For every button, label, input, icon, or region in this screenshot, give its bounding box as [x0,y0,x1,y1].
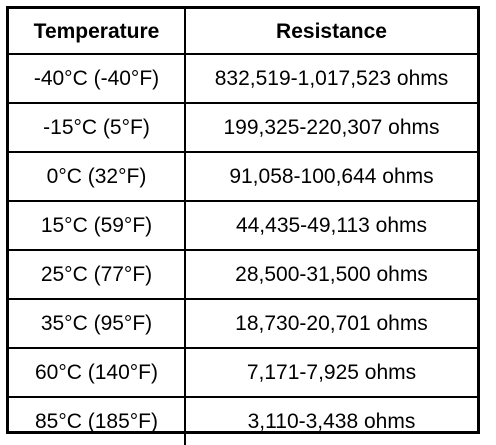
table-row: 60°C (140°F) 7,171-7,925 ohms [9,347,477,398]
table-row: 0°C (32°F) 91,058-100,644 ohms [9,151,477,202]
table-row: -15°C (5°F) 199,325-220,307 ohms [9,102,477,153]
header-temperature: Temperature [9,9,186,55]
table-row: 25°C (77°F) 28,500-31,500 ohms [9,249,477,300]
temperature-resistance-table: Temperature Resistance -40°C (-40°F) 832… [6,6,480,445]
data-table: Temperature Resistance -40°C (-40°F) 832… [9,9,477,445]
resistance-cell: 28,500-31,500 ohms [184,249,477,300]
header-row: Temperature Resistance [9,9,477,55]
resistance-cell: 3,110-3,438 ohms [184,396,477,445]
temperature-cell: 25°C (77°F) [9,249,186,300]
resistance-cell: 199,325-220,307 ohms [184,102,477,153]
header-resistance: Resistance [184,9,477,55]
table-row: 85°C (185°F) 3,110-3,438 ohms [9,396,477,445]
temperature-cell: 85°C (185°F) [9,396,186,445]
temperature-cell: 15°C (59°F) [9,200,186,251]
resistance-cell: 44,435-49,113 ohms [184,200,477,251]
resistance-cell: 91,058-100,644 ohms [184,151,477,202]
resistance-cell: 18,730-20,701 ohms [184,298,477,349]
temperature-cell: 0°C (32°F) [9,151,186,202]
table-row: -40°C (-40°F) 832,519-1,017,523 ohms [9,53,477,104]
resistance-cell: 832,519-1,017,523 ohms [184,53,477,104]
temperature-cell: -40°C (-40°F) [9,53,186,104]
table-row: 35°C (95°F) 18,730-20,701 ohms [9,298,477,349]
resistance-cell: 7,171-7,925 ohms [184,347,477,398]
temperature-cell: -15°C (5°F) [9,102,186,153]
temperature-cell: 35°C (95°F) [9,298,186,349]
table-row: 15°C (59°F) 44,435-49,113 ohms [9,200,477,251]
temperature-cell: 60°C (140°F) [9,347,186,398]
